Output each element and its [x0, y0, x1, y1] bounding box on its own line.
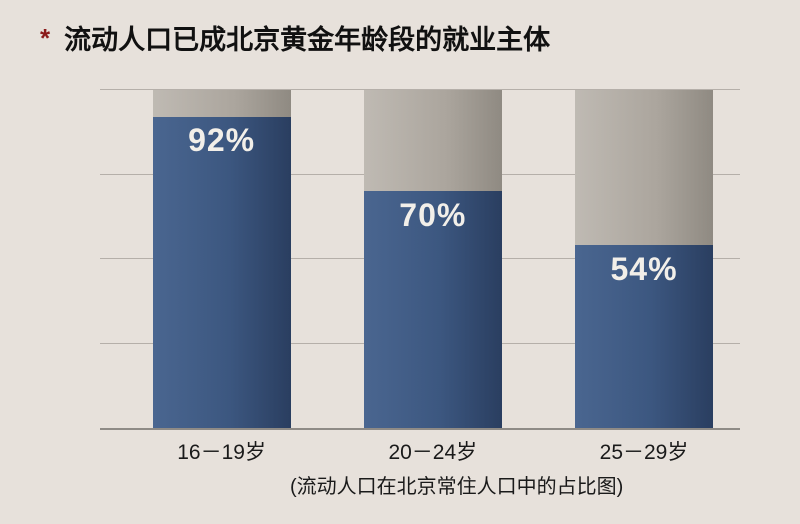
chart-plot: 92% 70% 54%: [100, 90, 740, 430]
bar-value: [153, 117, 291, 428]
bar-value-label: 92%: [153, 122, 291, 159]
bar: 54%: [575, 90, 713, 428]
x-axis-label: 16－19岁: [123, 436, 321, 466]
bar-value-label: 54%: [575, 251, 713, 288]
bullet-asterisk: *: [40, 25, 50, 51]
chart-title: 流动人口已成北京黄金年龄段的就业主体: [64, 18, 550, 57]
bar: 92%: [153, 90, 291, 428]
chart-title-row: * 流动人口已成北京黄金年龄段的就业主体: [40, 18, 550, 57]
x-axis-labels: 16－19岁 20－24岁 25－29岁: [100, 436, 740, 466]
chart-subtitle: (流动人口在北京常住人口中的占比图): [290, 470, 623, 499]
x-axis-label: 20－24岁: [334, 436, 532, 466]
chart-plot-area: 92% 70% 54%: [100, 90, 740, 430]
x-axis-label: 25－29岁: [545, 436, 743, 466]
bar-value-label: 70%: [364, 197, 502, 234]
bar: 70%: [364, 90, 502, 428]
